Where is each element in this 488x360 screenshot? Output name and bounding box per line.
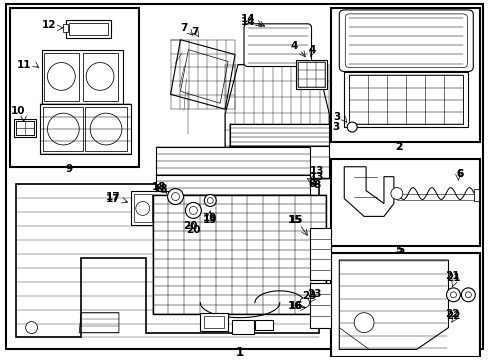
Text: 3: 3: [333, 112, 340, 122]
Bar: [232, 320, 253, 333]
Bar: [66, 20, 111, 38]
Bar: [41, 50, 122, 104]
Bar: [155, 147, 309, 175]
Bar: [331, 8, 479, 142]
Bar: [297, 62, 325, 87]
Text: 13: 13: [309, 166, 324, 176]
Text: 20: 20: [186, 225, 200, 235]
Bar: [44, 53, 79, 101]
Text: 23: 23: [302, 291, 316, 301]
Circle shape: [167, 189, 183, 204]
Text: 20: 20: [183, 221, 197, 231]
Text: 7: 7: [180, 23, 187, 33]
Bar: [63, 24, 68, 32]
Bar: [43, 107, 83, 151]
Bar: [331, 253, 479, 357]
Text: 22: 22: [444, 309, 459, 319]
Text: 19: 19: [203, 215, 217, 225]
FancyBboxPatch shape: [339, 10, 472, 72]
Bar: [134, 194, 151, 222]
Circle shape: [86, 63, 114, 90]
Text: 9: 9: [65, 164, 73, 174]
Text: 18: 18: [153, 184, 167, 194]
Circle shape: [189, 207, 197, 215]
FancyBboxPatch shape: [244, 24, 311, 67]
Text: 1: 1: [236, 346, 244, 359]
Bar: [295, 59, 326, 89]
Text: 2: 2: [394, 142, 402, 152]
Circle shape: [136, 202, 149, 215]
Text: 17: 17: [105, 192, 120, 202]
Text: 10: 10: [10, 106, 25, 116]
Text: 23: 23: [306, 289, 321, 299]
Text: 16: 16: [287, 301, 301, 311]
Circle shape: [207, 198, 213, 203]
Text: 17: 17: [105, 194, 120, 203]
Circle shape: [461, 288, 474, 302]
Bar: [200, 313, 228, 330]
Bar: [473, 189, 478, 201]
Text: 5: 5: [394, 245, 402, 255]
Circle shape: [25, 321, 38, 333]
Circle shape: [446, 288, 460, 302]
Bar: [40, 104, 131, 154]
Bar: [230, 124, 329, 146]
Text: 4: 4: [290, 41, 298, 51]
Bar: [85, 107, 126, 151]
Bar: [152, 194, 325, 314]
Text: 6: 6: [456, 169, 463, 179]
Bar: [254, 320, 272, 329]
Circle shape: [47, 113, 79, 145]
Text: 15: 15: [288, 215, 302, 225]
Text: 12: 12: [42, 20, 57, 30]
Bar: [204, 316, 224, 328]
Text: 13: 13: [309, 172, 324, 182]
Bar: [230, 146, 329, 178]
Circle shape: [185, 202, 201, 219]
Circle shape: [47, 63, 75, 90]
Text: 18: 18: [151, 181, 165, 192]
Text: 15: 15: [287, 215, 301, 225]
Bar: [14, 119, 36, 137]
Bar: [69, 23, 108, 35]
Text: 7: 7: [191, 27, 199, 37]
Text: 11: 11: [17, 59, 31, 69]
Text: 2: 2: [394, 142, 402, 152]
Text: 8: 8: [313, 180, 321, 190]
Text: 3: 3: [332, 122, 339, 132]
Circle shape: [299, 298, 309, 308]
Bar: [83, 53, 118, 101]
Bar: [309, 228, 331, 280]
Text: 14: 14: [240, 17, 255, 27]
Bar: [131, 190, 172, 225]
Circle shape: [465, 292, 470, 298]
Bar: [344, 72, 468, 127]
Text: 5: 5: [396, 245, 404, 255]
Text: 14: 14: [240, 14, 255, 24]
FancyBboxPatch shape: [345, 14, 467, 67]
Text: 19: 19: [203, 213, 217, 224]
Bar: [348, 76, 463, 124]
Bar: [154, 201, 168, 219]
Circle shape: [346, 122, 356, 132]
Text: 21: 21: [444, 271, 459, 281]
Bar: [10, 8, 139, 167]
Circle shape: [449, 292, 455, 298]
Text: 16: 16: [288, 301, 302, 311]
Circle shape: [157, 203, 167, 213]
Text: 21: 21: [445, 273, 460, 283]
Circle shape: [204, 194, 216, 207]
Bar: [331, 159, 479, 246]
Text: 22: 22: [445, 311, 460, 321]
Circle shape: [171, 193, 179, 201]
Text: 4: 4: [308, 45, 316, 55]
Text: 6: 6: [456, 169, 463, 179]
Bar: [309, 283, 331, 328]
Circle shape: [353, 313, 373, 333]
Bar: [16, 121, 34, 135]
Text: 8: 8: [308, 179, 315, 189]
Circle shape: [390, 188, 402, 199]
Bar: [155, 175, 309, 194]
Circle shape: [90, 113, 122, 145]
